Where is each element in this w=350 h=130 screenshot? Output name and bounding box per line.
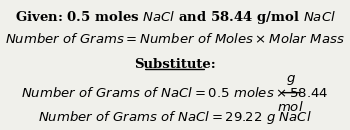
Text: $\mathit{Number\ of\ Grams = Number\ of\ Moles \times Molar\ Mass}$: $\mathit{Number\ of\ Grams = Number\ of\… — [5, 32, 345, 46]
Text: $\mathit{Number\ of\ Grams\ of\ NaCl = 0.5\ moles \times 58.44\ }$: $\mathit{Number\ of\ Grams\ of\ NaCl = 0… — [21, 86, 329, 100]
Text: Given: 0.5 moles $\mathit{NaCl}$ and 58.44 g/mol $\mathit{NaCl}$: Given: 0.5 moles $\mathit{NaCl}$ and 58.… — [14, 9, 336, 26]
Text: $\mathit{Number\ of\ Grams\ of\ NaCl = 29.22\ g\ NaCl}$: $\mathit{Number\ of\ Grams\ of\ NaCl = 2… — [38, 109, 312, 126]
Text: $\mathit{g}$: $\mathit{g}$ — [286, 73, 296, 87]
Text: Substitute:: Substitute: — [134, 58, 216, 72]
Text: $\mathit{mol}$: $\mathit{mol}$ — [277, 100, 304, 114]
